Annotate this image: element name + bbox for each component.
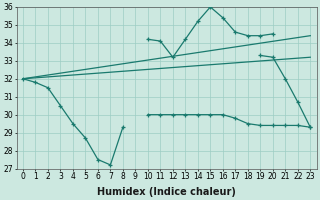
X-axis label: Humidex (Indice chaleur): Humidex (Indice chaleur) bbox=[97, 187, 236, 197]
